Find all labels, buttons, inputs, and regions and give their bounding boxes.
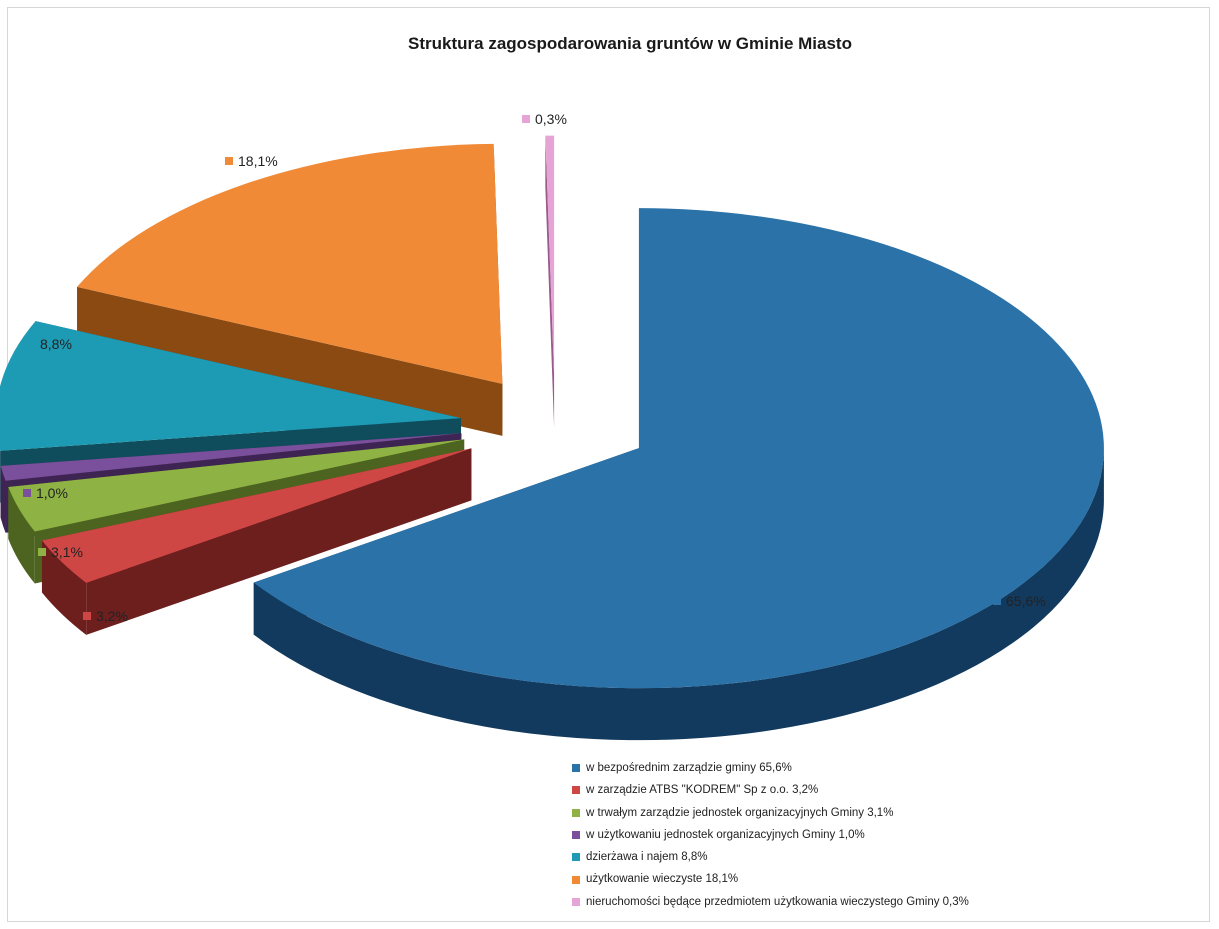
legend-swatch	[572, 831, 580, 840]
legend-item: w trwałym zarządzie jednostek organizacy…	[572, 802, 969, 824]
legend-label: użytkowanie wieczyste 18,1%	[586, 873, 739, 886]
data-label-text: 0,3%	[535, 111, 567, 127]
data-label: 8,8%	[27, 336, 72, 352]
legend-label: w zarządzie ATBS "KODREM" Sp z o.o. 3,2%	[586, 784, 819, 797]
slice-outer-wall	[8, 486, 35, 584]
legend-swatch	[572, 764, 580, 773]
legend-label: dzierżawa i najem 8,8%	[586, 851, 708, 864]
chart-title: Struktura zagospodarowania gruntów w Gmi…	[408, 34, 852, 53]
data-label-text: 1,0%	[36, 485, 68, 501]
data-label-marker	[38, 548, 46, 556]
data-label-text: 8,8%	[40, 336, 72, 352]
slice-top	[77, 143, 503, 384]
pie-slices	[0, 135, 1104, 741]
slice-top	[253, 208, 1104, 689]
slice-side-wall	[77, 286, 503, 436]
pie-slice	[545, 135, 555, 428]
data-labels: 65,6% 3,2% 3,1% 1,0% 8,8% 18,1% 0,3%	[23, 111, 1046, 624]
legend-item: dzierżawa i najem 8,8%	[572, 846, 969, 868]
pie-slice	[253, 208, 1104, 741]
legend-label: w trwałym zarządzie jednostek organizacy…	[586, 806, 894, 819]
data-label-marker	[83, 612, 91, 620]
data-label: 0,3%	[522, 111, 567, 127]
slice-side-wall	[545, 135, 555, 428]
slice-side-wall	[8, 439, 465, 539]
data-label: 65,6%	[993, 593, 1046, 609]
data-label-marker	[225, 157, 233, 165]
legend-swatch	[572, 897, 580, 906]
data-label-text: 65,6%	[1006, 593, 1046, 609]
data-label: 3,1%	[38, 544, 83, 560]
data-label: 3,2%	[83, 608, 128, 624]
data-label-marker	[23, 489, 31, 497]
pie-slice	[41, 448, 472, 635]
slice-top	[0, 433, 462, 481]
pie-slice	[77, 143, 503, 436]
legend-item: w zarządzie ATBS "KODREM" Sp z o.o. 3,2%	[572, 779, 969, 801]
legend: w bezpośrednim zarządzie gminy 65,6% w za…	[572, 757, 969, 913]
slice-top	[41, 448, 472, 583]
slice-outer-wall	[41, 540, 87, 635]
legend-item: użytkowanie wieczyste 18,1%	[572, 868, 969, 890]
data-label: 18,1%	[225, 153, 278, 169]
data-label: 1,0%	[23, 485, 68, 501]
data-label-text: 18,1%	[238, 153, 278, 169]
legend-swatch	[572, 786, 580, 795]
legend-label: w bezpośrednim zarządzie gminy 65,6%	[586, 762, 792, 774]
data-label-marker	[522, 115, 530, 123]
legend-item: w użytkowaniu jednostek organizacyjnych …	[572, 824, 969, 846]
legend-item: nieruchomości będące przedmiotem użytkow…	[572, 891, 969, 913]
legend-item: w bezpośrednim zarządzie gminy 65,6%	[572, 757, 969, 779]
slice-outer-wall	[0, 465, 6, 533]
slice-top	[0, 321, 461, 451]
data-label-text: 3,1%	[51, 544, 83, 560]
slice-outer-wall	[253, 448, 1104, 741]
data-label-text: 3,2%	[96, 608, 128, 624]
data-label-marker	[993, 597, 1001, 605]
legend-swatch	[572, 808, 580, 817]
slice-top	[545, 135, 555, 376]
slice-top	[8, 439, 465, 532]
legend-label: w użytkowaniu jednostek organizacyjnych …	[586, 828, 865, 841]
data-label-marker	[27, 340, 35, 348]
legend-swatch	[572, 853, 580, 862]
legend-label: nieruchomości będące przedmiotem użytkow…	[586, 895, 969, 908]
legend-swatch	[572, 875, 580, 884]
